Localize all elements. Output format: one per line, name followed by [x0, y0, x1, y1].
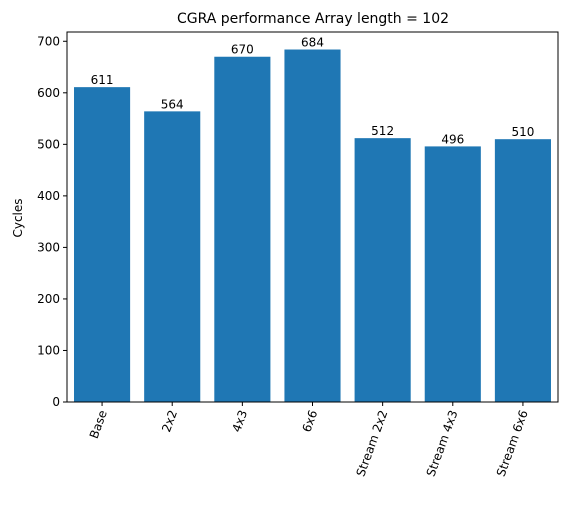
x-tick-label: 4x3 — [229, 408, 250, 434]
bar — [214, 56, 271, 403]
bar-value-label: 611 — [91, 73, 114, 87]
bar-value-label: 684 — [301, 36, 324, 50]
bar-value-label: 512 — [371, 124, 394, 138]
y-tick-label: 500 — [37, 137, 60, 151]
bar-value-label: 510 — [511, 125, 534, 139]
bar — [424, 146, 481, 402]
x-tick-label: 6x6 — [300, 408, 321, 434]
bar — [354, 138, 411, 402]
y-tick-label: 400 — [37, 189, 60, 203]
bar-value-label: 564 — [161, 97, 184, 111]
bar — [494, 139, 551, 402]
bar — [74, 87, 131, 402]
bar-value-label: 496 — [441, 132, 464, 146]
y-tick-label: 600 — [37, 86, 60, 100]
bar — [284, 49, 341, 403]
y-tick-label: 100 — [37, 343, 60, 357]
y-axis-label: Cycles — [11, 198, 25, 237]
x-tick-label: Stream 4x3 — [424, 408, 461, 478]
x-tick-label: Stream 2x2 — [353, 408, 390, 478]
x-tick-label: 2x2 — [159, 408, 180, 434]
axes-frame — [66, 31, 559, 403]
bar — [144, 111, 201, 403]
bar-value-label: 670 — [231, 43, 254, 57]
y-tick-label: 700 — [37, 34, 60, 48]
chart-title: CGRA performance Array length = 102 — [177, 11, 449, 27]
plot-area: 611 564 670 684 512 496 510 0 100 200 300 400 500 600… — [37, 31, 559, 478]
y-tick-label: 200 — [37, 292, 60, 306]
y-tick-label: 0 — [52, 395, 60, 409]
x-tick-label: Stream 6x6 — [494, 408, 531, 478]
y-tick-label: 300 — [37, 240, 60, 254]
x-tick-label: Base — [87, 408, 110, 440]
